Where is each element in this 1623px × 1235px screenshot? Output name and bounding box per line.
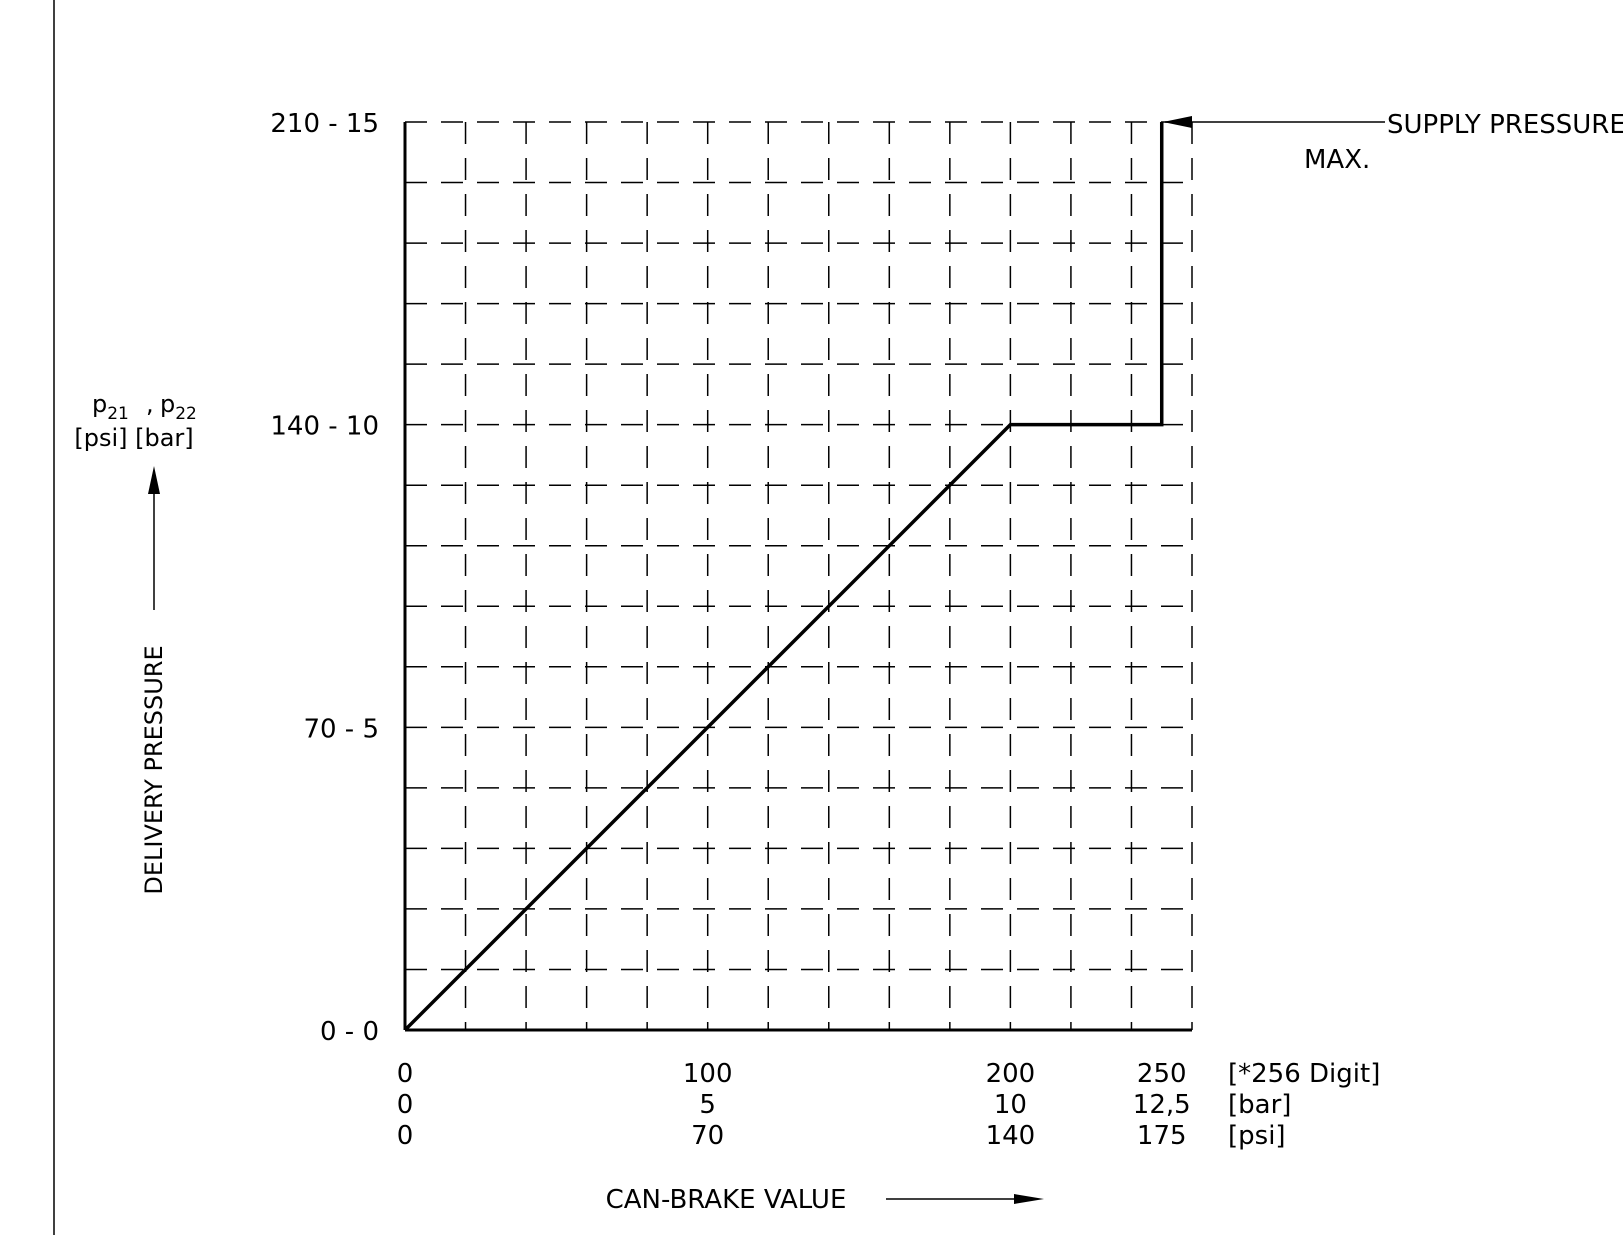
y-axis-title: DELIVERY PRESSURE: [140, 645, 168, 894]
x-tick-unit: [psi]: [1228, 1121, 1286, 1151]
x-tick-label: 5: [699, 1090, 716, 1120]
x-tick-label: 0: [397, 1090, 414, 1120]
x-tick-unit: [bar]: [1228, 1090, 1291, 1120]
x-axis-title: CAN-BRAKE VALUE: [606, 1185, 847, 1215]
x-label-arrow-head: [1014, 1194, 1044, 1204]
annotation-max: MAX.: [1304, 145, 1370, 175]
y-tick-label: 210 - 15: [270, 109, 379, 139]
y-symbol-separator: ,: [146, 390, 154, 418]
x-tick-label: 0: [397, 1059, 414, 1089]
series-line-0: [403, 122, 1164, 1032]
x-tick-label: 70: [691, 1121, 724, 1151]
y-symbol-p22: p22: [160, 390, 197, 424]
y-axis-units: [psi] [bar]: [74, 424, 193, 452]
y-tick-label: 0 - 0: [320, 1017, 379, 1047]
chart-grid: [405, 121, 1193, 1030]
y-symbol-p21: p21: [92, 390, 129, 424]
x-tick-label: 100: [683, 1059, 733, 1089]
chart-axes: [403, 122, 1192, 1032]
x-tick-unit: [*256 Digit]: [1228, 1059, 1380, 1089]
x-tick-label: 175: [1137, 1121, 1187, 1151]
x-tick-label: 140: [986, 1121, 1036, 1151]
y-tick-label: 70 - 5: [303, 714, 379, 744]
annotation-supply-pressure: SUPPLY PRESSURE: [1387, 110, 1623, 140]
x-tick-label: 12,5: [1133, 1090, 1191, 1120]
x-tick-label: 250: [1137, 1059, 1187, 1089]
x-tick-label: 0: [397, 1121, 414, 1151]
x-tick-label: 10: [994, 1090, 1027, 1120]
series-layer: [403, 122, 1164, 1032]
x-tick-label: 200: [986, 1059, 1036, 1089]
y-label-arrow-head: [148, 466, 160, 494]
annotation-arrow-head: [1163, 116, 1192, 128]
y-tick-label: 140 - 10: [270, 412, 379, 442]
